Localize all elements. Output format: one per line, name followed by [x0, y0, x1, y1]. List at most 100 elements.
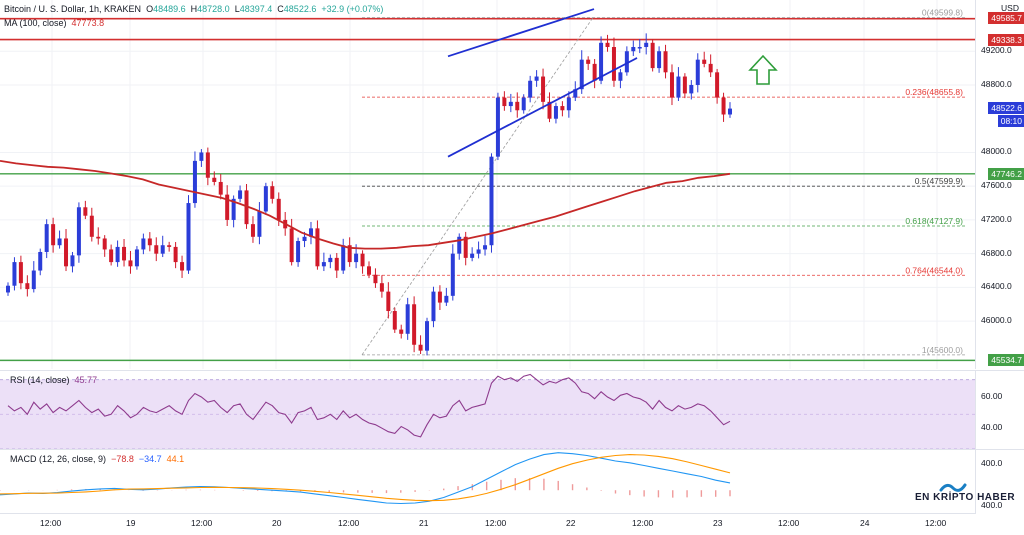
time-axis[interactable]: 12:00 19 12:00 20 12:00 21 12:00 22 12:00 23 12:00… [0, 513, 975, 535]
candle-90 [586, 56, 591, 70]
candle-108 [702, 51, 707, 68]
symbol-header: Bitcoin / U. S. Dollar, 1h, KRAKEN O4848… [4, 4, 383, 14]
ma-label: MA (100, close) [4, 18, 67, 28]
fib-label-1: 0.236(48655.8) [905, 87, 963, 97]
candle-18 [122, 238, 127, 267]
candle-body-51 [334, 257, 339, 271]
candle-body-58 [379, 283, 384, 292]
candle-body-54 [354, 253, 359, 263]
candle-19 [128, 250, 133, 274]
candle-body-109 [708, 63, 713, 73]
price-pane[interactable]: 0(49599.8) 0.236(48655.8) 0.5(47599.9) 0.61… [0, 0, 975, 369]
candle-60 [392, 307, 397, 333]
price-axis[interactable]: USD 49200.0 48800.0 48000.0 47600.0 47200.0 4… [975, 0, 1024, 369]
candle-21 [141, 233, 146, 255]
time-tick-3: 20 [272, 518, 282, 528]
candle-body-31 [205, 152, 210, 178]
macd-chart[interactable] [0, 450, 975, 514]
candle-101 [657, 46, 662, 73]
candle-body-67 [437, 291, 442, 303]
candle-body-30 [199, 152, 204, 161]
candle-29 [192, 151, 197, 208]
candle-87 [566, 91, 571, 118]
candle-66 [431, 286, 436, 328]
candle-body-95 [618, 72, 623, 81]
candle-body-13 [89, 215, 94, 237]
candle-58 [379, 275, 384, 298]
candle-body-17 [115, 246, 120, 263]
candle-body-111 [721, 97, 726, 115]
candle-body-74 [483, 245, 488, 250]
candle-body-110 [715, 72, 720, 98]
candle-body-92 [599, 42, 604, 81]
tag-support: 45534.7 [988, 354, 1024, 367]
candle-body-83 [541, 76, 546, 102]
macd-pane[interactable]: MACD (12, 26, close, 9) −78.8 −34.7 44.1 [0, 449, 975, 514]
candle-body-42 [276, 198, 281, 220]
symbol-title: Bitcoin / U. S. Dollar, 1h, KRAKEN [4, 4, 142, 14]
time-tick-8: 12:00 [632, 518, 654, 528]
candle-body-27 [180, 262, 185, 271]
candle-body-4 [31, 270, 36, 290]
candle-67 [437, 285, 442, 311]
rsi-pane[interactable]: RSI (14, close) 45.77 [0, 370, 975, 449]
candle-body-45 [296, 241, 301, 263]
candle-57 [373, 268, 378, 288]
rsi-chart[interactable] [0, 371, 975, 449]
candle-body-25 [167, 245, 172, 247]
candle-75 [489, 153, 494, 253]
candle-109 [708, 54, 713, 78]
candle-17 [115, 240, 120, 267]
candle-body-69 [450, 253, 455, 296]
candle-84 [547, 92, 552, 123]
candle-body-88 [573, 89, 578, 98]
price-tick-0: 49200.0 [981, 45, 1012, 56]
candle-body-77 [502, 97, 507, 107]
price-tick-7: 46000.0 [981, 315, 1012, 326]
change-value: +32.9 (+0.07%) [321, 4, 384, 14]
macd-header: MACD (12, 26, close, 9) −78.8 −34.7 44.1 [10, 454, 184, 464]
price-chart[interactable]: 0(49599.8) 0.236(48655.8) 0.5(47599.9) 0.61… [0, 0, 975, 369]
candle-85 [553, 102, 558, 124]
candle-13 [89, 207, 94, 242]
candle-96 [624, 46, 629, 76]
candle-body-18 [122, 246, 127, 261]
macd-signal-value: 44.1 [166, 454, 185, 464]
candle-body-35 [231, 198, 236, 220]
candle-10 [70, 251, 75, 273]
candle-69 [450, 244, 455, 301]
candle-body-103 [669, 72, 674, 98]
fib-label-2: 0.5(47599.9) [915, 176, 963, 186]
candle-40 [263, 182, 268, 215]
candle-74 [483, 235, 488, 256]
candle-body-108 [702, 59, 707, 64]
time-tick-10: 12:00 [778, 518, 800, 528]
candle-body-1 [12, 262, 17, 286]
candle-103 [669, 64, 674, 106]
low-label: L [234, 4, 240, 14]
rsi-axis: 60.00 40.00 [975, 370, 1024, 449]
brand-left: EN KRİPTO [915, 492, 974, 503]
candle-97 [631, 40, 636, 56]
candle-105 [682, 73, 687, 99]
candle-20 [134, 246, 139, 270]
candle-body-19 [128, 260, 133, 267]
high-value: 48728.0 [197, 4, 230, 14]
candle-32 [212, 171, 217, 186]
candle-body-40 [263, 186, 268, 212]
candle-6 [44, 219, 49, 259]
rsi-line [7, 373, 731, 438]
candle-61 [399, 324, 404, 339]
candle-24 [160, 235, 165, 258]
candle-62 [405, 297, 410, 340]
candle-body-86 [560, 106, 565, 111]
candle-body-102 [663, 51, 668, 73]
candle-body-29 [192, 160, 197, 204]
candle-34 [225, 185, 230, 226]
candle-body-24 [160, 245, 165, 254]
time-tick-11: 24 [860, 518, 870, 528]
candle-body-73 [476, 249, 481, 254]
candle-52 [341, 238, 346, 274]
brand-icon [939, 483, 967, 492]
candle-body-14 [96, 236, 101, 239]
